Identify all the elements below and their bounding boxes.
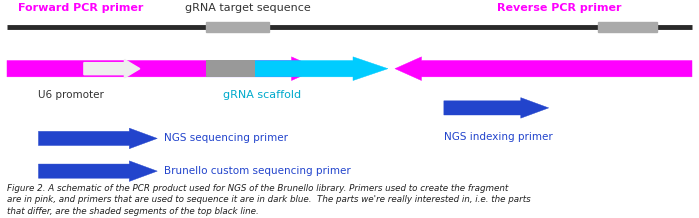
Text: Reverse PCR primer: Reverse PCR primer [497, 3, 621, 13]
Text: Brunello custom sequencing primer: Brunello custom sequencing primer [164, 166, 351, 176]
Text: NGS indexing primer: NGS indexing primer [444, 132, 553, 142]
FancyArrow shape [84, 60, 140, 78]
Bar [206, 60, 255, 77]
Text: Forward PCR primer: Forward PCR primer [17, 3, 143, 13]
FancyArrow shape [395, 57, 692, 80]
Text: U6 promoter: U6 promoter [38, 90, 104, 100]
FancyArrow shape [444, 98, 549, 118]
Text: Figure 2. A schematic of the PCR product used for NGS of the Brunello library. P: Figure 2. A schematic of the PCR product… [7, 184, 531, 216]
Text: NGS sequencing primer: NGS sequencing primer [164, 133, 288, 143]
Bar [206, 22, 269, 32]
FancyArrow shape [38, 161, 157, 181]
FancyArrow shape [38, 128, 157, 149]
Text: gRNA scaffold: gRNA scaffold [223, 90, 301, 100]
Bar [598, 22, 657, 32]
FancyArrow shape [7, 57, 318, 80]
FancyArrow shape [206, 57, 388, 80]
Text: gRNA target sequence: gRNA target sequence [185, 3, 311, 13]
